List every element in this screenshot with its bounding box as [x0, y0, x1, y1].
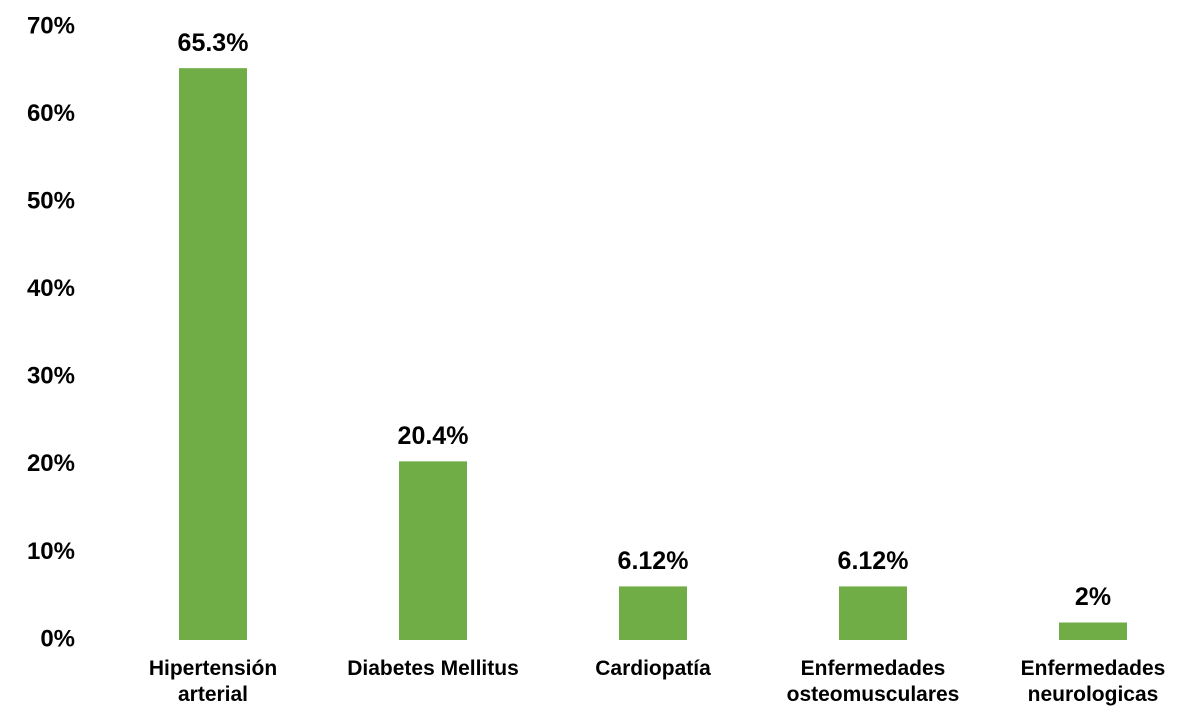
x-tick-label: Enfermedades osteomusculares — [786, 657, 960, 706]
y-tick-label: 20% — [27, 450, 75, 477]
bar — [399, 461, 467, 640]
x-tick-label: Enfermedades neurologicas — [1020, 657, 1166, 706]
y-tick-label: 40% — [27, 275, 75, 302]
data-label: 2% — [1075, 583, 1111, 611]
x-tick-label: Cardiopatía — [595, 657, 711, 680]
y-tick-label: 50% — [27, 187, 75, 214]
x-tick-label: Hipertensión arterial — [148, 657, 278, 706]
y-tick-label: 10% — [27, 538, 75, 565]
bar — [1059, 622, 1127, 640]
y-tick-label: 30% — [27, 363, 75, 390]
data-label: 6.12% — [838, 547, 909, 575]
bar — [619, 586, 687, 640]
y-tick-label: 70% — [27, 12, 75, 39]
y-tick-label: 0% — [40, 625, 75, 652]
data-label: 65.3% — [178, 29, 249, 57]
x-tick-label: Diabetes Mellitus — [347, 657, 519, 680]
data-label: 20.4% — [398, 422, 469, 450]
bar — [839, 586, 907, 640]
data-label: 6.12% — [618, 547, 689, 575]
bar — [179, 68, 247, 640]
y-tick-label: 60% — [27, 100, 75, 127]
